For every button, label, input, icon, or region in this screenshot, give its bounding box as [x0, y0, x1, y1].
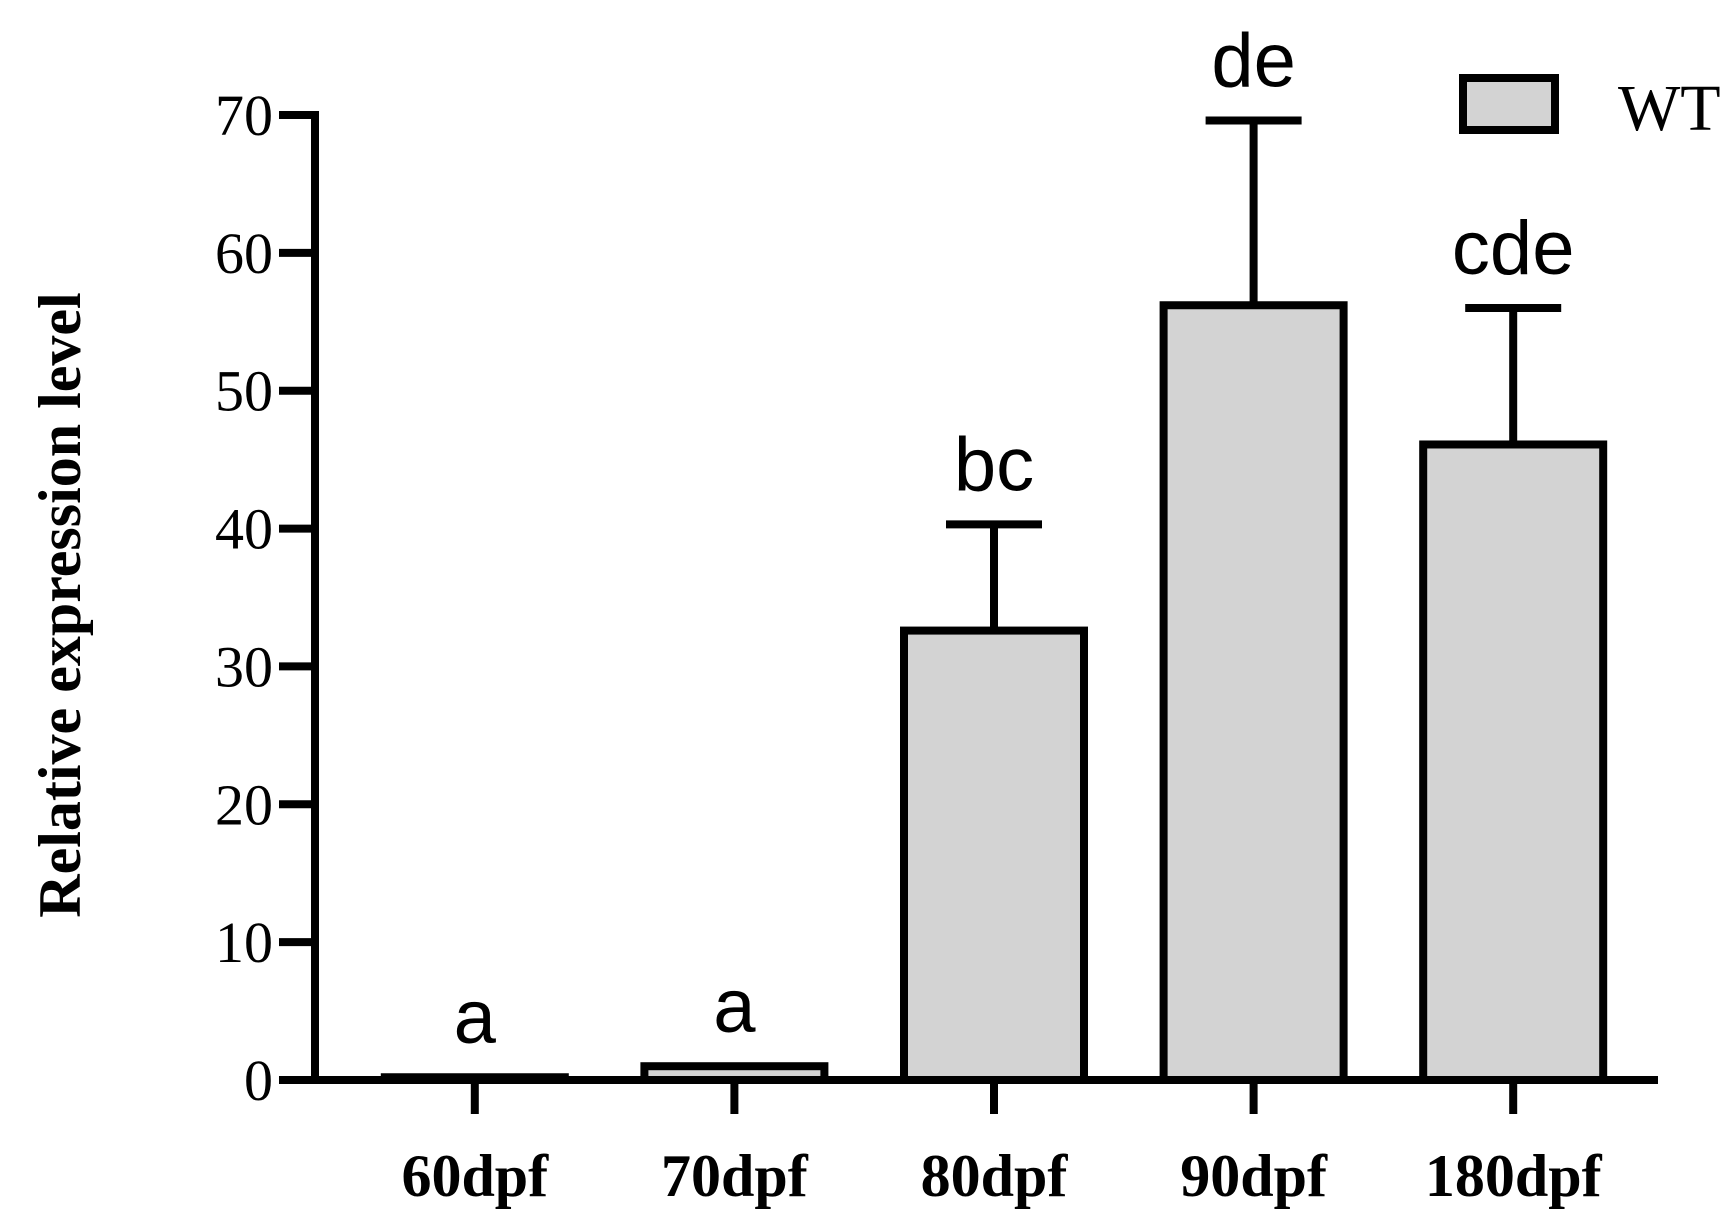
significance-letter-60dpf: a	[454, 975, 497, 1060]
y-tick-label: 60	[215, 221, 273, 286]
x-tick-label: 80dpf	[921, 1143, 1069, 1209]
x-tick-label: 60dpf	[401, 1143, 549, 1209]
legend-label: WT	[1618, 72, 1721, 145]
y-tick-label: 10	[215, 910, 273, 975]
y-tick-label: 0	[244, 1048, 273, 1113]
y-axis-label: Relative expression level	[27, 292, 93, 917]
y-axis: 0 10 20 30 40 50 60 70	[215, 83, 319, 1113]
x-tick-label: 90dpf	[1180, 1143, 1328, 1209]
y-tick-label: 50	[215, 359, 273, 424]
legend: WT	[1459, 72, 1721, 145]
bar-80dpf	[900, 626, 1088, 1084]
significance-letter-80dpf: bc	[954, 422, 1034, 507]
significance-letter-180dpf: cde	[1452, 206, 1575, 291]
bars	[380, 301, 1608, 1084]
bar-90dpf	[1159, 301, 1348, 1084]
legend-swatch	[1459, 74, 1559, 134]
x-tick-label: 70dpf	[661, 1143, 809, 1209]
bar-60dpf	[380, 1073, 569, 1084]
x-tick-label: 180dpf	[1425, 1143, 1603, 1209]
y-tick-label: 20	[215, 772, 273, 837]
y-tick-label: 70	[215, 83, 273, 148]
error-bars	[946, 116, 1562, 631]
significance-letter-90dpf: de	[1211, 19, 1296, 104]
x-axis: 60dpf 70dpf 80dpf 90dpf 180dpf	[311, 1076, 1658, 1209]
significance-letters: a a bc de cde	[454, 19, 1575, 1061]
bar-70dpf	[640, 1062, 829, 1084]
y-tick-label: 40	[215, 497, 273, 562]
bar-180dpf	[1419, 440, 1608, 1084]
significance-letter-70dpf: a	[713, 964, 756, 1049]
y-tick-label: 30	[215, 634, 273, 699]
